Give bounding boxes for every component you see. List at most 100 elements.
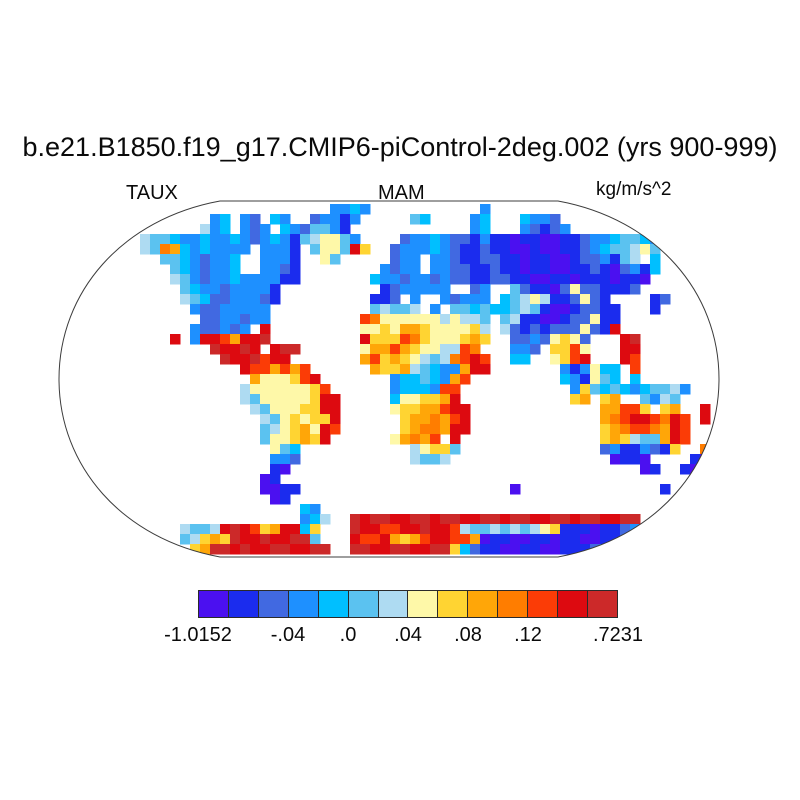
map-cell: [250, 294, 261, 305]
map-cell: [190, 234, 201, 245]
map-cell: [210, 264, 221, 275]
map-cell: [530, 294, 541, 305]
map-cell: [260, 394, 271, 405]
map-cell: [650, 464, 661, 475]
map-cell: [390, 374, 401, 385]
map-cell: [540, 264, 551, 275]
map-cell: [410, 284, 421, 295]
map-cell: [250, 404, 261, 415]
map-cell: [190, 294, 201, 305]
map-cell: [590, 514, 601, 525]
map-cell: [240, 364, 251, 375]
map-cell: [240, 284, 251, 295]
map-cell: [490, 244, 501, 255]
map-cell: [570, 384, 581, 395]
map-cell: [280, 344, 291, 355]
map-cell: [550, 234, 561, 245]
map-cell: [180, 284, 191, 295]
map-cell: [390, 394, 401, 405]
map-cell: [620, 274, 631, 285]
map-cell: [600, 524, 611, 535]
map-cell: [270, 414, 281, 425]
map-cell: [630, 444, 641, 455]
map-cell: [590, 294, 601, 305]
map-cell: [240, 274, 251, 285]
map-cell: [460, 414, 471, 425]
colorbar-tick-label: -.04: [270, 624, 306, 646]
map-cell: [410, 324, 421, 335]
map-cell: [220, 234, 231, 245]
map-cell: [620, 354, 631, 365]
map-cell: [580, 294, 591, 305]
map-cell: [500, 254, 511, 265]
map-cell: [230, 264, 241, 275]
map-cell: [470, 244, 481, 255]
map-cell: [600, 414, 611, 425]
map-cell: [460, 354, 471, 365]
map-cell: [430, 404, 441, 415]
map-cell: [530, 224, 541, 235]
map-cell: [320, 544, 331, 555]
map-cell: [560, 264, 571, 275]
map-cell: [650, 394, 661, 405]
map-cell: [220, 304, 231, 315]
map-cell: [460, 524, 471, 535]
map-cell: [280, 264, 291, 275]
map-cell: [410, 514, 421, 525]
map-cell: [260, 404, 271, 415]
map-cell: [420, 344, 431, 355]
colorbar-box: [227, 590, 259, 618]
map-cell: [330, 214, 341, 225]
colorbar-box: [467, 590, 499, 618]
map-cell: [580, 364, 591, 375]
map-cell: [240, 544, 251, 555]
map-cell: [320, 514, 331, 525]
map-cell: [450, 304, 461, 315]
map-cell: [560, 534, 571, 545]
map-cell: [420, 384, 431, 395]
map-cell: [400, 414, 411, 425]
map-cell: [430, 434, 441, 445]
map-cell: [240, 304, 251, 315]
map-cell: [370, 344, 381, 355]
map-cell: [210, 294, 221, 305]
map-cell: [260, 254, 271, 265]
map-cell: [390, 304, 401, 315]
map-cell: [230, 254, 241, 265]
map-cell: [240, 534, 251, 545]
map-cell: [660, 404, 671, 415]
map-cell: [450, 324, 461, 335]
map-cell: [560, 244, 571, 255]
map-cell: [360, 354, 371, 365]
map-cell: [270, 434, 281, 445]
map-cell: [580, 274, 591, 285]
map-cell: [640, 234, 651, 245]
map-cell: [240, 344, 251, 355]
map-cell: [540, 324, 551, 335]
map-cell: [230, 304, 241, 315]
map-cell: [600, 284, 611, 295]
map-cell: [450, 234, 461, 245]
map-cell: [660, 294, 671, 305]
map-cell: [460, 544, 471, 555]
map-cell: [170, 334, 181, 345]
map-cell: [280, 484, 291, 495]
map-cell: [560, 224, 571, 235]
map-cell: [440, 264, 451, 275]
map-cell: [250, 344, 261, 355]
map-cell: [400, 374, 411, 385]
map-cell: [600, 534, 611, 545]
map-cell: [520, 544, 531, 555]
map-cell: [270, 364, 281, 375]
map-cell: [280, 384, 291, 395]
map-cell: [500, 324, 511, 335]
map-cell: [460, 344, 471, 355]
map-cell: [470, 324, 481, 335]
map-cell: [380, 314, 391, 325]
map-cell: [430, 324, 441, 335]
map-cell: [540, 334, 551, 345]
map-cell: [320, 404, 331, 415]
map-cell: [580, 524, 591, 535]
map-cell: [560, 284, 571, 295]
map-cell: [540, 534, 551, 545]
